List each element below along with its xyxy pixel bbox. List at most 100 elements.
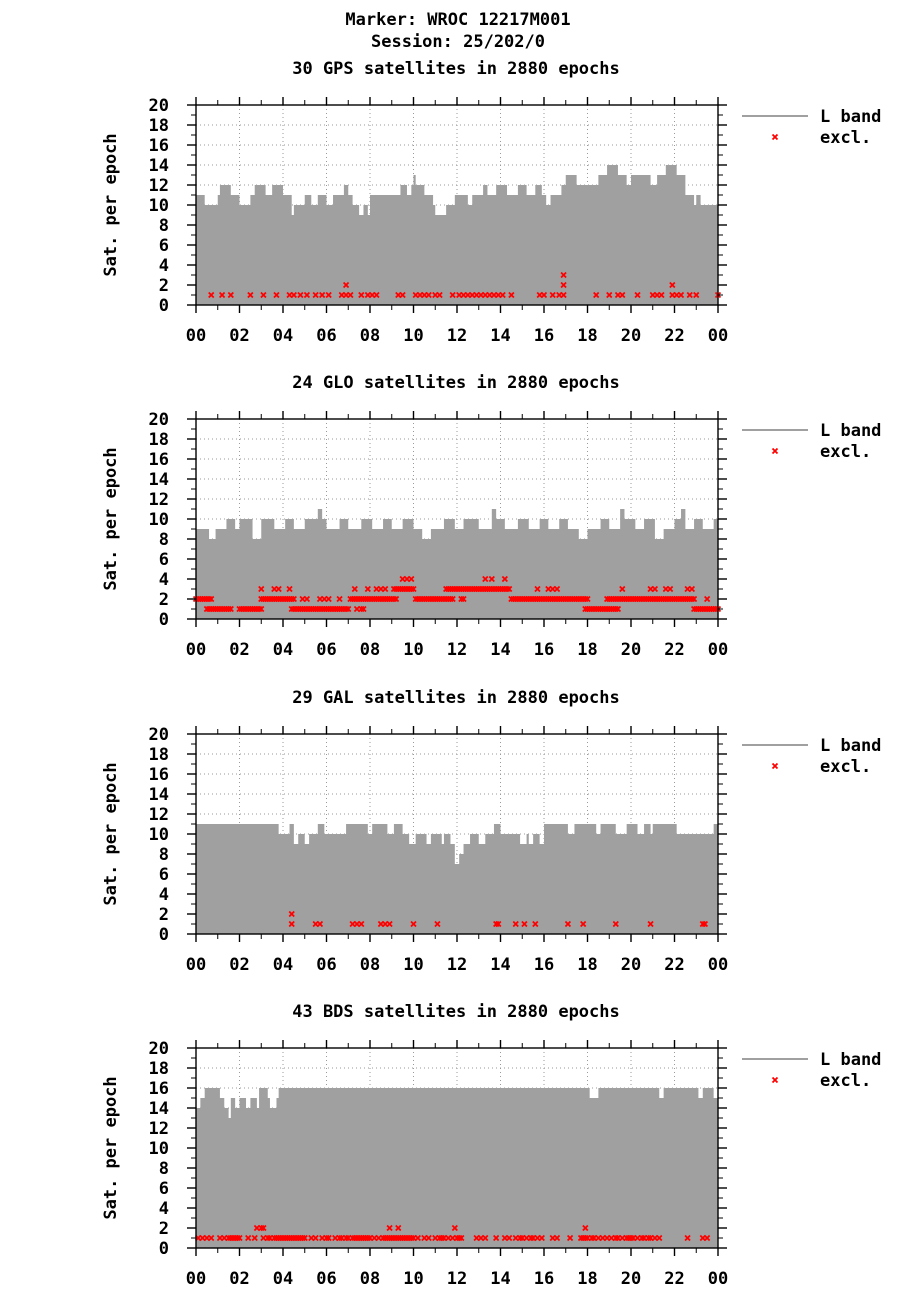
excl-point (410, 920, 417, 928)
excl-point (619, 585, 626, 593)
excl-point (506, 1234, 513, 1242)
x-tick-label: 00 (186, 955, 206, 975)
marker-header: Marker: WROC 12217M001 (345, 10, 570, 30)
excl-point (508, 291, 515, 299)
y-tick-label: 0 (159, 1239, 169, 1259)
x-tick-label: 18 (577, 1269, 597, 1289)
excl-point (677, 291, 685, 299)
excl-point (540, 291, 548, 299)
x-tick-label: 10 (403, 326, 423, 346)
excl-point (258, 585, 265, 593)
excl-point (312, 1234, 319, 1242)
excl-point (392, 595, 400, 603)
y-tick-label: 20 (149, 1039, 169, 1059)
x-tick-label: 10 (403, 640, 423, 660)
excl-point (395, 1224, 402, 1232)
x-tick-label: 16 (534, 326, 554, 346)
y-tick-label: 14 (149, 156, 169, 176)
excl-point (208, 291, 215, 299)
y-tick-label: 12 (149, 176, 169, 196)
excl-markers (288, 910, 709, 928)
excl-point (260, 291, 267, 299)
chart-panel-1: 30 GPS satellites in 2880 epochs Sat. per… (101, 59, 881, 346)
excl-markers (195, 1224, 711, 1242)
y-tick-label: 8 (159, 216, 169, 236)
legend-label-excl: excl. (820, 1071, 871, 1091)
excl-point (506, 585, 513, 593)
x-tick-label: 16 (534, 1269, 554, 1289)
excl-point (358, 291, 365, 299)
x-tick-label: 02 (229, 955, 249, 975)
legend-label-excl: excl. (820, 757, 871, 777)
y-axis-label: Sat. per epoch (101, 1076, 121, 1219)
excl-point (342, 281, 350, 289)
excl-point (373, 291, 380, 299)
excl-point (273, 291, 280, 299)
y-axis-label: Sat. per epoch (101, 762, 121, 905)
chart-title: 30 GPS satellites in 2880 epochs (292, 59, 620, 79)
excl-point (560, 281, 567, 289)
excl-point (667, 585, 674, 593)
x-tick-label: 06 (316, 955, 336, 975)
x-tick-label: 18 (577, 326, 597, 346)
excl-point (580, 920, 587, 928)
y-tick-label: 0 (159, 610, 169, 630)
y-tick-label: 8 (159, 845, 169, 865)
l-band-area (196, 824, 718, 934)
x-tick-label: 06 (316, 326, 336, 346)
excl-point (303, 291, 311, 299)
chart-title: 24 GLO satellites in 2880 epochs (292, 373, 620, 393)
excl-point (227, 291, 234, 299)
y-tick-label: 16 (149, 450, 169, 470)
y-tick-label: 6 (159, 236, 169, 256)
y-tick-label: 8 (159, 1159, 169, 1179)
excl-point (593, 291, 600, 299)
x-tick-label: 16 (534, 640, 554, 660)
x-tick-label: 04 (273, 326, 293, 346)
x-tick-label: 02 (229, 640, 249, 660)
x-tick-label: 04 (273, 640, 293, 660)
l-band-area (196, 1088, 718, 1248)
x-tick-label: 18 (577, 640, 597, 660)
x-tick-label: 18 (577, 955, 597, 975)
excl-point (458, 1234, 465, 1242)
x-tick-label: 08 (360, 1269, 380, 1289)
x-tick-label: 14 (490, 640, 510, 660)
x-tick-label: 08 (360, 326, 380, 346)
y-tick-label: 18 (149, 116, 169, 136)
excl-point (499, 291, 506, 299)
excl-point (560, 271, 567, 279)
excl-point (336, 595, 343, 603)
x-tick-label: 08 (360, 955, 380, 975)
y-tick-label: 2 (159, 1219, 169, 1239)
y-tick-label: 10 (149, 825, 169, 845)
excl-point (549, 291, 556, 299)
excl-point (647, 920, 654, 928)
x-tick-label: 10 (403, 955, 423, 975)
excl-point (260, 1224, 267, 1232)
x-tick-label: 12 (447, 640, 467, 660)
y-tick-label: 0 (159, 925, 169, 945)
excl-point (251, 1234, 258, 1242)
excl-point (347, 291, 354, 299)
x-tick-label: 12 (447, 326, 467, 346)
y-tick-label: 10 (149, 510, 169, 530)
excl-point (566, 1234, 574, 1242)
excl-point (345, 605, 352, 613)
excl-point (386, 1224, 393, 1232)
x-tick-label: 02 (229, 326, 249, 346)
excl-point (434, 920, 441, 928)
x-tick-label: 22 (664, 326, 684, 346)
x-tick-label: 10 (403, 1269, 423, 1289)
x-tick-label: 06 (316, 640, 336, 660)
y-tick-label: 2 (159, 590, 169, 610)
excl-point (208, 595, 215, 603)
excl-point (690, 595, 698, 603)
excl-point (488, 575, 495, 583)
x-tick-label: 04 (273, 1269, 293, 1289)
excl-point (218, 291, 226, 299)
x-tick-label: 20 (621, 640, 641, 660)
excl-point (606, 291, 613, 299)
